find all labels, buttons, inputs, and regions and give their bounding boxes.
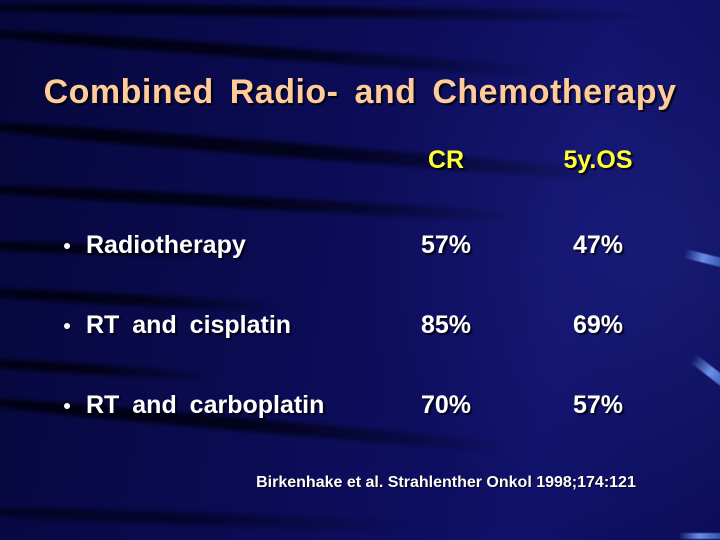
table-row: Radiotherapy 57% 47%	[0, 230, 720, 260]
swoosh-streak	[0, 357, 240, 384]
row-label: RT and carboplatin	[86, 391, 325, 419]
row-cr-value: 85%	[420, 311, 472, 339]
table-row: RT and carboplatin 70% 57%	[0, 390, 720, 420]
row-label: RT and cisplatin	[86, 311, 292, 339]
swoosh-streak	[0, 505, 450, 534]
row-cr-value: 70%	[420, 391, 472, 419]
column-header-5y-os: 5y.OS	[563, 146, 633, 174]
ribbon-accent-icon	[678, 533, 720, 539]
bullet-icon	[64, 323, 70, 329]
slide-title: Combined Radio- and Chemotherapy	[43, 73, 677, 111]
row-os-value: 47%	[572, 231, 624, 259]
row-os-value: 69%	[572, 311, 624, 339]
row-cr-value: 57%	[420, 231, 472, 259]
bullet-icon	[64, 243, 70, 249]
ribbon-accent-icon	[690, 354, 720, 392]
citation: Birkenhake et al. Strahlenther Onkol 199…	[256, 474, 636, 491]
bullet-icon	[64, 403, 70, 409]
table-row: RT and cisplatin 85% 69%	[0, 310, 720, 340]
column-header-cr: CR	[427, 146, 465, 174]
swoosh-streak	[0, 2, 720, 23]
row-label: Radiotherapy	[86, 231, 246, 259]
row-os-value: 57%	[572, 391, 624, 419]
swoosh-streak	[0, 182, 580, 226]
